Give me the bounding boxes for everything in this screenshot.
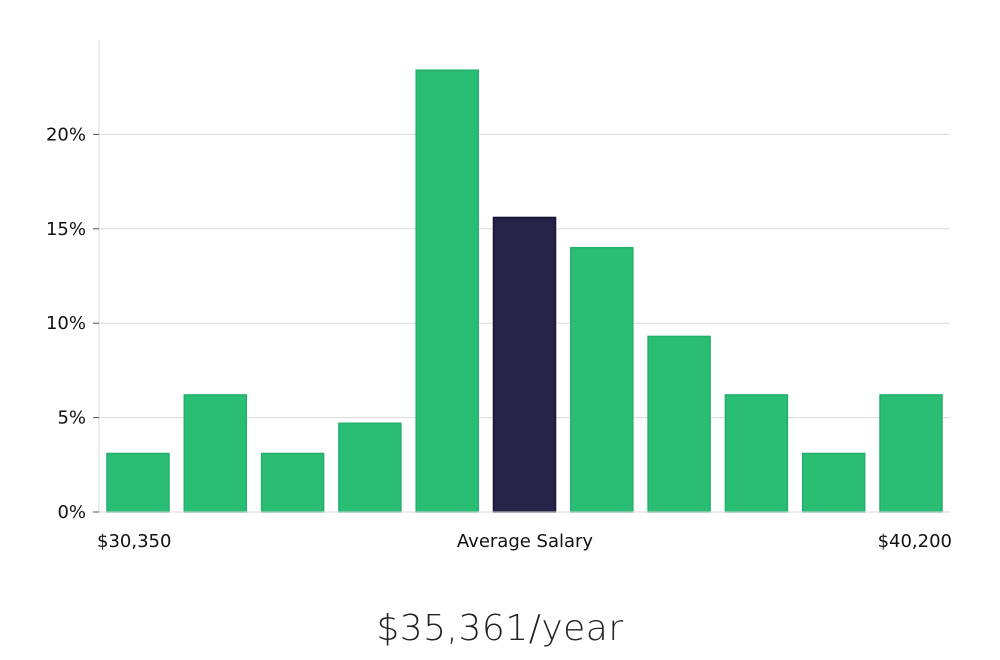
bar-11 [879,394,943,513]
bar-10 [801,452,866,513]
bar-4 [338,422,402,513]
x-label-min: $30,350 [97,531,171,552]
y-tick-label: 20% [46,124,86,145]
average-salary-headline: $35,361/year [376,608,624,649]
bar-5 [415,69,479,513]
x-label-max: $40,200 [878,531,952,552]
bar-3 [260,452,325,513]
y-tick-label: 15% [46,219,86,240]
y-tick-labels: 0% 5% 10% 15% 20% [46,124,99,523]
bar-1 [106,452,170,513]
bar-average-salary [492,216,557,513]
y-tick-label: 0% [57,502,86,523]
bar-8 [647,335,711,513]
bar-9 [724,394,789,513]
y-tick-label: 5% [57,408,86,429]
bar-2 [183,394,248,513]
y-tick-label: 10% [46,313,86,334]
bars [106,69,943,513]
x-label-center: Average Salary [457,531,594,552]
salary-histogram: 0% 5% 10% 15% 20% $30,350 Average Salary $40… [46,40,952,552]
bar-7 [570,246,634,513]
